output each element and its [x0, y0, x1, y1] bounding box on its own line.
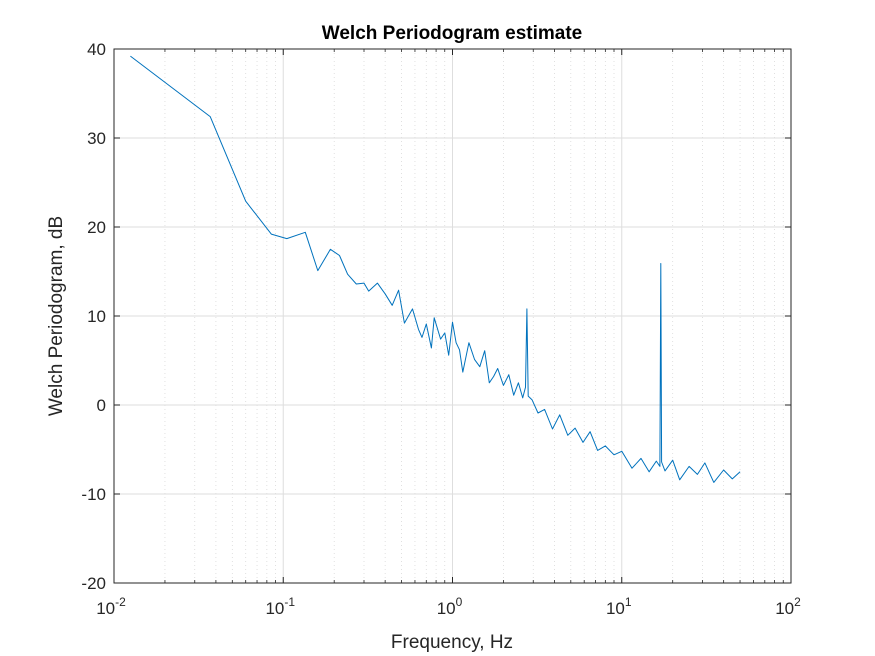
- x-tick-label: 102: [775, 595, 801, 618]
- tick-marks: [113, 48, 792, 584]
- y-tick-labels: -20 -10 0 10 20 30 40: [81, 40, 106, 593]
- x-tick-label-exponent: -2: [115, 595, 126, 609]
- x-tick-label: 10-2: [96, 595, 126, 618]
- y-tick-label: 20: [87, 218, 106, 237]
- x-tick-label-exponent: -1: [284, 595, 295, 609]
- x-tick-label-base: 10: [265, 599, 284, 618]
- x-tick-label-exponent: 0: [456, 595, 463, 609]
- chart-title: Welch Periodogram estimate: [322, 23, 582, 44]
- y-tick-label: 40: [87, 40, 106, 59]
- x-axis-label: Frequency, Hz: [391, 632, 513, 653]
- series-line: [130, 55, 741, 483]
- x-tick-label-exponent: 1: [625, 595, 632, 609]
- y-tick-label: 30: [87, 129, 106, 148]
- y-tick-label: -20: [81, 574, 106, 593]
- x-tick-label: 100: [437, 595, 463, 618]
- x-tick-labels: 10-2 10-1 100 101 102: [96, 595, 801, 618]
- x-tick-label-base: 10: [437, 599, 456, 618]
- y-tick-label: -10: [81, 485, 106, 504]
- x-tick-label-base: 10: [606, 599, 625, 618]
- x-tick-label: 101: [606, 595, 632, 618]
- x-tick-label: 10-1: [265, 595, 295, 618]
- y-tick-label: 0: [97, 396, 106, 415]
- x-tick-label-base: 10: [775, 599, 794, 618]
- x-tick-label-base: 10: [96, 599, 115, 618]
- x-tick-label-exponent: 2: [794, 595, 801, 609]
- series-layer: [130, 55, 741, 483]
- y-tick-label: 10: [87, 307, 106, 326]
- y-axis-label: Welch Periodogram, dB: [46, 216, 67, 416]
